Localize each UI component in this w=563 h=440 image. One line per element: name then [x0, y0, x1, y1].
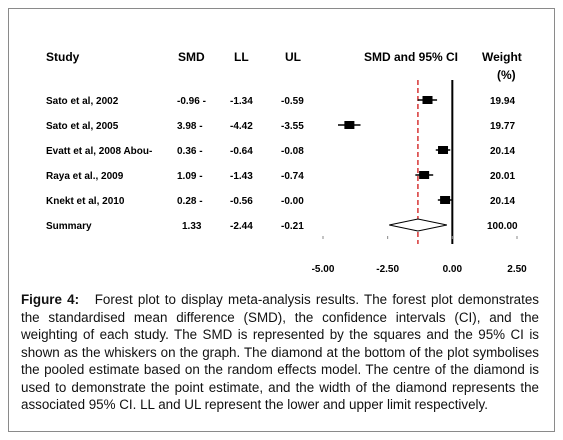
row-smd: 1.33 — [182, 221, 202, 232]
row-smd: 3.98 - — [177, 121, 203, 132]
row-ll: -1.34 — [230, 96, 253, 107]
smd-square — [344, 121, 355, 129]
row-ul: -0.08 — [281, 146, 304, 157]
row-weight: 19.94 — [490, 96, 516, 107]
row-study-name: Raya et al., 2009 — [46, 171, 124, 182]
row-weight: 20.14 — [490, 196, 516, 207]
row-ul: -0.21 — [281, 221, 304, 232]
row-ll: -2.44 — [230, 221, 253, 232]
row-ll: -4.42 — [230, 121, 253, 132]
row-ul: -0.59 — [281, 96, 304, 107]
smd-square — [438, 146, 449, 154]
row-ul: -0.74 — [281, 171, 304, 182]
caption-label: Figure 4: — [21, 292, 80, 307]
row-ul: -0.00 — [281, 196, 304, 207]
row-smd: 1.09 - — [177, 171, 203, 182]
row-ll: -0.56 — [230, 196, 253, 207]
header-study: Study — [46, 50, 80, 64]
x-tick-label: 2.50 — [507, 264, 527, 275]
smd-square — [440, 196, 451, 204]
row-ll: -0.64 — [230, 146, 253, 157]
figure-frame — [8, 8, 555, 432]
row-ul: -3.55 — [281, 121, 304, 132]
header-ll: LL — [234, 50, 249, 64]
x-tick-label: 0.00 — [443, 264, 463, 275]
row-study-name: Evatt et al, 2008 Abou- — [46, 146, 153, 157]
row-study-name: Sato et al, 2002 — [46, 96, 119, 107]
summary-diamond — [389, 218, 448, 232]
x-tick-label: -2.50 — [376, 264, 399, 275]
row-smd: 0.28 - — [177, 196, 203, 207]
row-weight: 100.00 — [487, 221, 518, 232]
row-weight: 20.14 — [490, 146, 516, 157]
header-weight: Weight — [482, 50, 522, 64]
header-weight-unit: (%) — [497, 68, 516, 82]
row-study-name: Summary — [46, 221, 92, 232]
row-smd: -0.96 - — [177, 96, 206, 107]
row-smd: 0.36 - — [177, 146, 203, 157]
figure-caption: Figure 4: Forest plot to display meta-an… — [21, 291, 539, 414]
header-ul: UL — [285, 50, 301, 64]
header-smd: SMD — [178, 50, 205, 64]
row-ll: -1.43 — [230, 171, 253, 182]
smd-square — [422, 96, 433, 104]
caption-text: Forest plot to display meta-analysis res… — [21, 292, 539, 412]
row-study-name: Knekt et al, 2010 — [46, 196, 125, 207]
header-ci: SMD and 95% CI — [364, 50, 459, 64]
x-tick-label: -5.00 — [312, 264, 335, 275]
smd-square — [419, 171, 430, 179]
row-study-name: Sato et al, 2005 — [46, 121, 119, 132]
row-weight: 19.77 — [490, 121, 516, 132]
row-weight: 20.01 — [490, 171, 516, 182]
